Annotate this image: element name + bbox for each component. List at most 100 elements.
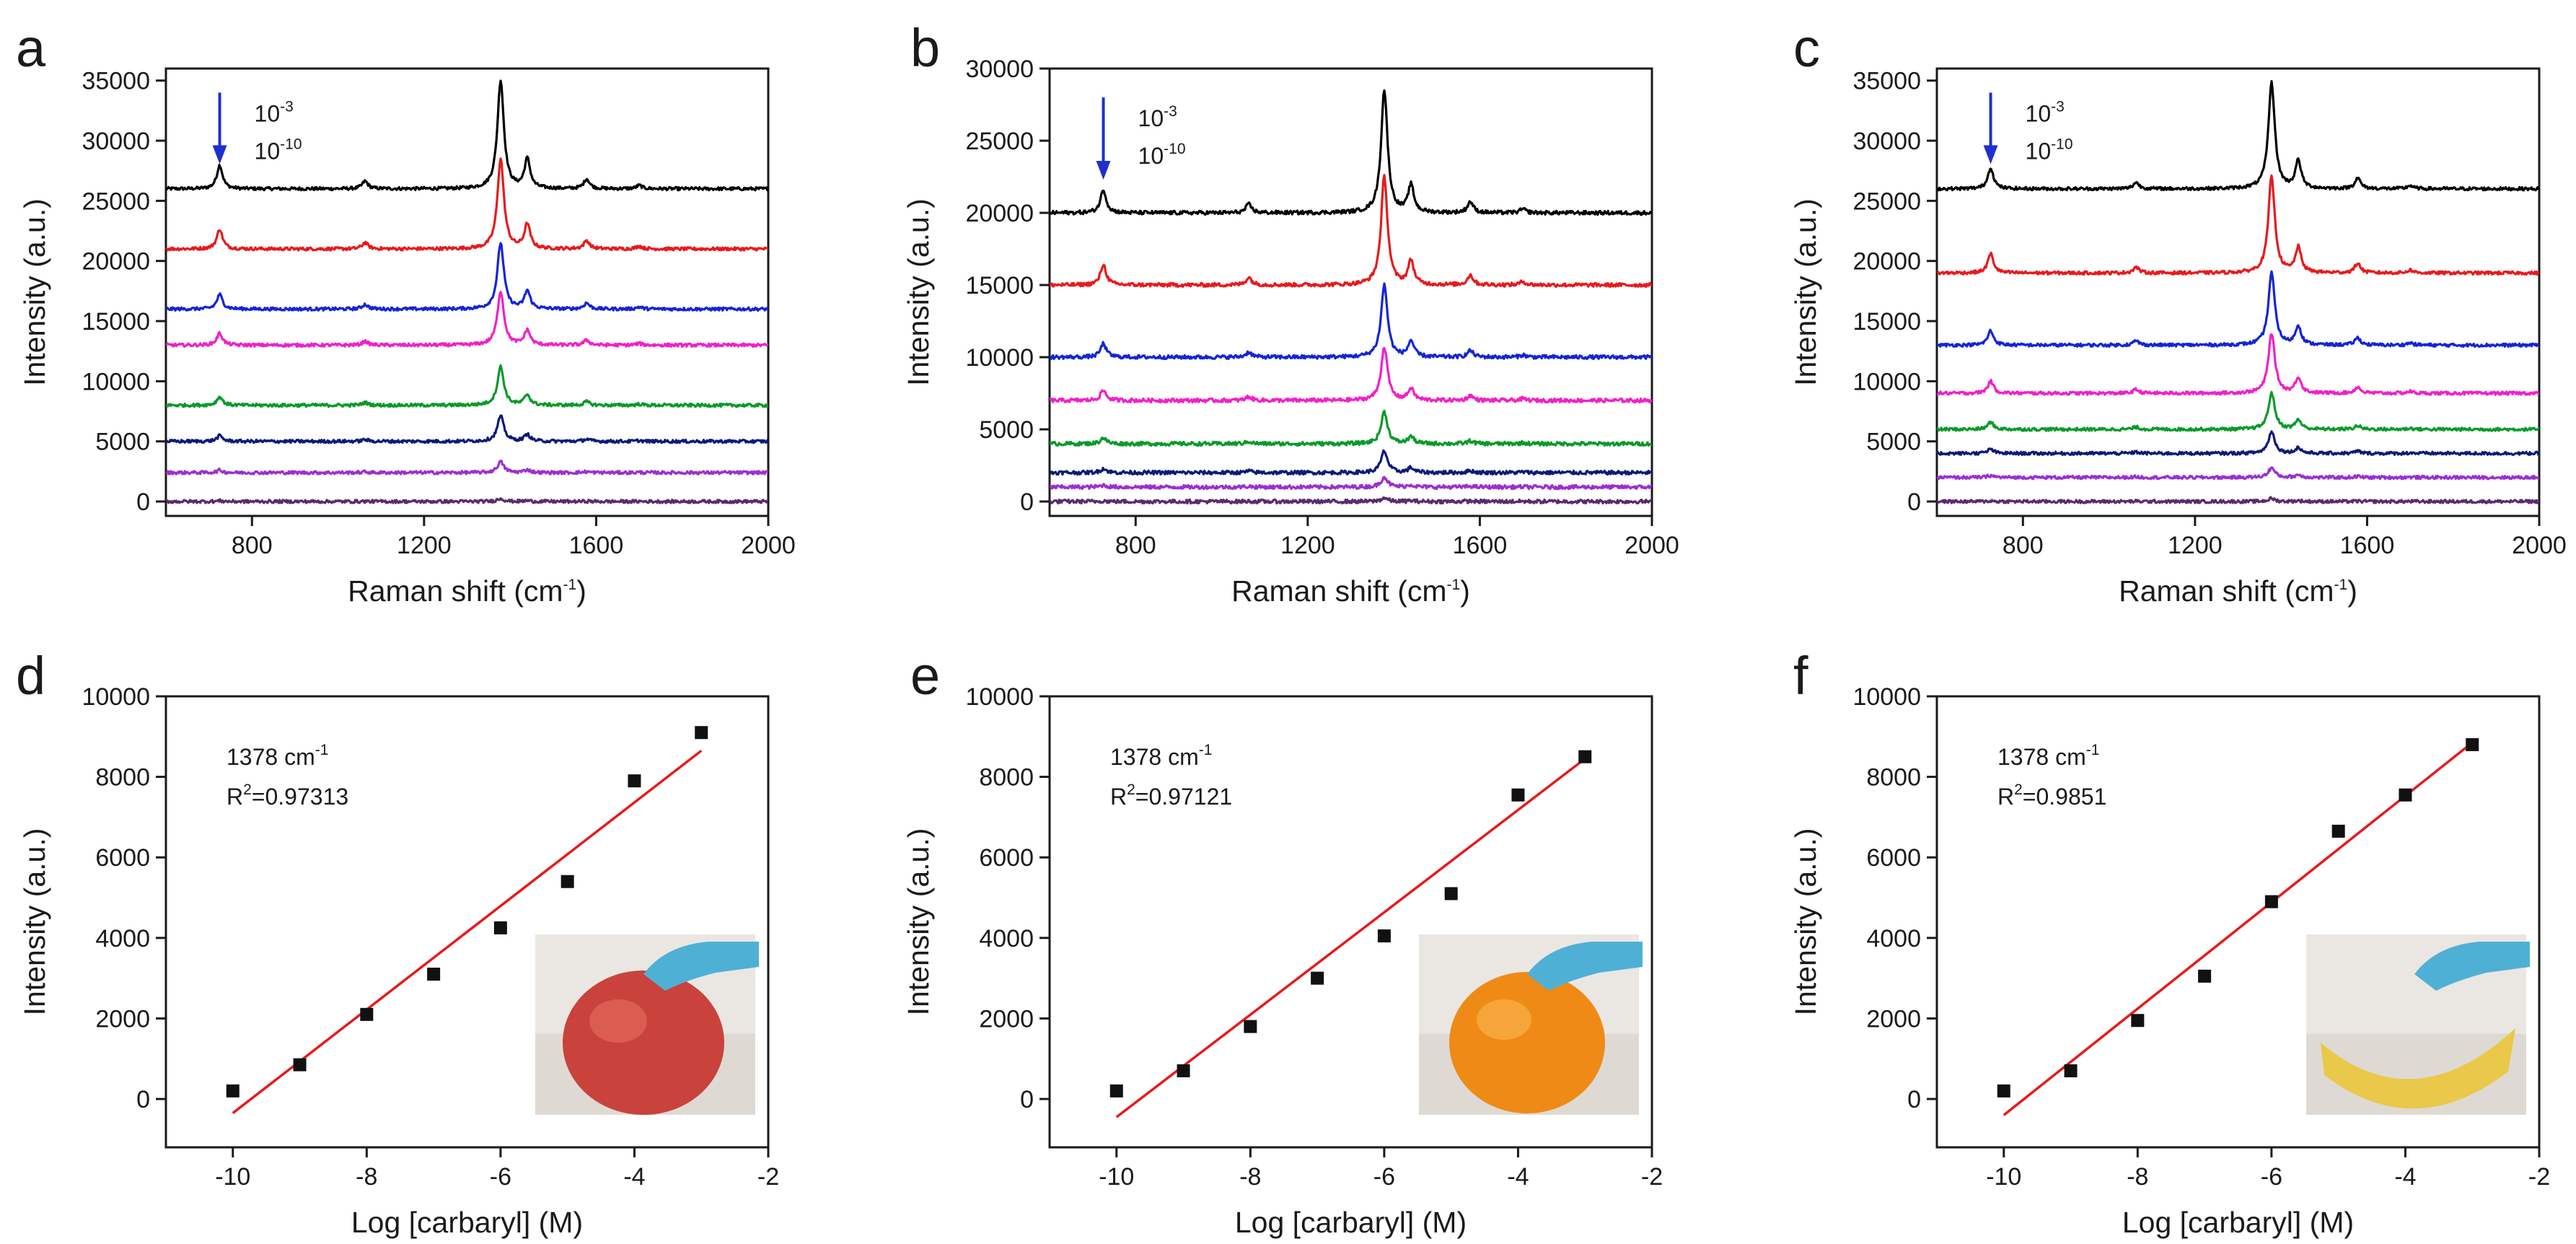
data-point xyxy=(1444,887,1458,901)
fit-line xyxy=(232,749,703,1114)
y-tick-label: 25000 xyxy=(965,128,1034,155)
fit-line xyxy=(2003,741,2474,1116)
data-point xyxy=(2331,824,2345,838)
series-line xyxy=(166,460,768,476)
y-tick-label: 35000 xyxy=(82,68,150,95)
series-line xyxy=(1937,80,2539,192)
x-tick-label: 1200 xyxy=(1280,532,1335,559)
spectra xyxy=(1937,80,2539,504)
data-point xyxy=(1511,788,1525,802)
x-tick-label: 1600 xyxy=(569,532,624,559)
apple-photo xyxy=(535,934,759,1115)
series-line xyxy=(1050,449,1652,476)
x-tick-label: 2000 xyxy=(1625,532,1679,559)
y-tick-label: 8000 xyxy=(1866,764,1921,792)
y-tick-label: 25000 xyxy=(82,188,150,215)
x-tick-label: -8 xyxy=(1239,1163,1261,1191)
data-point xyxy=(2264,895,2278,908)
series-line xyxy=(1937,174,2539,276)
y-tick-label: 6000 xyxy=(95,844,150,872)
axes-frame xyxy=(1048,67,1653,517)
panel-d: d 0 2000 4000 6000 8000 10000 -10 -8 -6 -4 -2 Intens… xyxy=(16,646,779,1239)
data-point xyxy=(628,774,641,788)
y-tick-label: 20000 xyxy=(82,248,150,276)
axes-frame xyxy=(164,67,770,517)
x-tick-label: 1600 xyxy=(2340,532,2395,559)
peak-label: 1378 cm-1 xyxy=(1997,742,2099,770)
x-tick-label: -6 xyxy=(1373,1163,1395,1191)
banana-shape xyxy=(2321,1028,2515,1109)
series-line xyxy=(166,242,768,312)
x-tick-label: -2 xyxy=(1641,1163,1663,1191)
panel-a: a 0 5000 10000 15000 20000 25000 30000 35000 800 1… xyxy=(16,18,796,608)
series-line xyxy=(166,364,768,408)
series-line xyxy=(1937,496,2539,504)
x-axis-label: Raman shift (cm-1) xyxy=(348,574,586,608)
concentration-low-label: 10-10 xyxy=(255,136,302,164)
data-point xyxy=(226,1084,239,1098)
y-tick-label: 0 xyxy=(136,489,150,516)
y-tick-label: 6000 xyxy=(1866,844,1921,872)
data-point xyxy=(2064,1064,2078,1077)
series-line xyxy=(1050,174,1652,289)
x-axis-label: Log [carbaryl] (M) xyxy=(2122,1206,2354,1239)
arrow-head xyxy=(212,145,227,165)
y-axis-label: Intensity (a.u.) xyxy=(902,828,935,1016)
x-tick-label: 2000 xyxy=(2512,532,2567,559)
y-tick-label: 4000 xyxy=(95,925,150,952)
series-line xyxy=(1050,476,1652,491)
panel-f: f 0 2000 4000 6000 8000 10000 -10 -8 -6 -4 -2 Intens… xyxy=(1789,646,2550,1239)
y-axis-label: Intensity (a.u.) xyxy=(1789,198,1822,386)
x-tick-label: -6 xyxy=(490,1163,511,1191)
panel-letter: d xyxy=(16,646,45,706)
r2-label: R2=0.97121 xyxy=(1110,781,1232,810)
x-tick-label: 1200 xyxy=(397,532,452,559)
y-tick-label: 10000 xyxy=(82,683,150,711)
y-tick-label: 10000 xyxy=(82,368,150,395)
x-axis-label: Log [carbaryl] (M) xyxy=(1235,1206,1467,1239)
banana-photo xyxy=(2306,934,2530,1115)
series-line xyxy=(166,79,768,192)
y-tick-label: 15000 xyxy=(965,272,1034,299)
y-tick-label: 5000 xyxy=(1866,429,1921,456)
concentration-high-label: 10-3 xyxy=(1138,103,1177,131)
glove-shape xyxy=(1527,942,1643,991)
data-point xyxy=(1177,1064,1190,1077)
spectra xyxy=(1050,89,1652,505)
peak-label: 1378 cm-1 xyxy=(1110,742,1212,770)
y-tick-label: 6000 xyxy=(979,844,1034,872)
y-axis-label: Intensity (a.u.) xyxy=(18,828,51,1016)
axes-frame xyxy=(1935,695,2541,1149)
x-tick-label: -4 xyxy=(623,1163,645,1191)
arrow-head xyxy=(1983,145,1998,165)
y-tick-label: 2000 xyxy=(95,1005,150,1033)
y-tick-label: 5000 xyxy=(95,429,150,456)
peak-label: 1378 cm-1 xyxy=(227,742,328,770)
y-tick-label: 30000 xyxy=(82,128,150,155)
y-tick-label: 0 xyxy=(136,1086,150,1113)
axes-frame xyxy=(1935,67,2541,517)
x-tick-label: -8 xyxy=(2127,1163,2148,1191)
y-tick-label: 10000 xyxy=(965,344,1034,372)
data-point xyxy=(493,921,507,934)
x-tick-label: -8 xyxy=(356,1163,377,1191)
data-point xyxy=(1311,971,1324,985)
series-line xyxy=(1937,430,2539,456)
x-tick-label: 800 xyxy=(2003,532,2044,559)
data-point xyxy=(2131,1014,2145,1028)
y-tick-label: 4000 xyxy=(979,925,1034,952)
x-tick-label: -4 xyxy=(2394,1163,2416,1191)
orange-photo xyxy=(1419,934,1643,1115)
concentration-low-label: 10-10 xyxy=(1138,141,1186,169)
x-tick-label: -2 xyxy=(757,1163,779,1191)
glove-shape xyxy=(643,942,759,991)
series-line xyxy=(1050,409,1652,447)
y-axis-label: Intensity (a.u.) xyxy=(1789,828,1822,1016)
apple-shape xyxy=(563,971,724,1115)
r2-label: R2=0.9851 xyxy=(1997,781,2106,810)
r2-label: R2=0.97313 xyxy=(227,781,348,810)
x-tick-label: 1200 xyxy=(2168,532,2223,559)
series-line xyxy=(166,414,768,444)
data-point xyxy=(1244,1020,1257,1033)
series-line xyxy=(166,497,768,504)
